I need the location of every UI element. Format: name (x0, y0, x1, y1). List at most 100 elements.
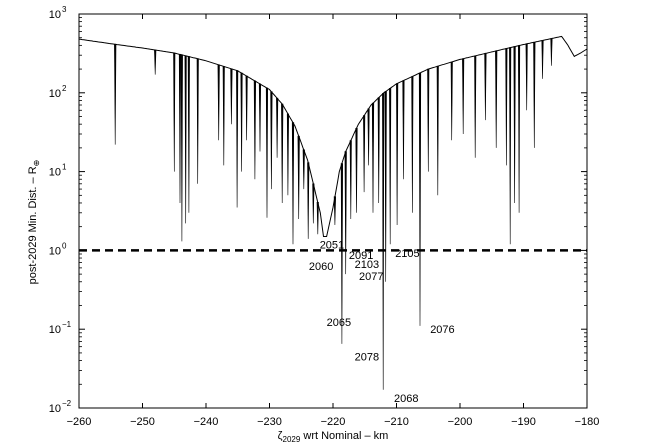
x-tick-label: −260 (67, 416, 92, 428)
dip-mark (196, 58, 199, 184)
envelope-line (78, 35, 588, 237)
x-axis-label-symbol: ζ (278, 430, 283, 442)
dip-mark (367, 108, 370, 166)
dip-mark (291, 122, 295, 245)
dip-mark (276, 97, 279, 158)
dip-mark (184, 55, 187, 224)
dip-mark (389, 88, 392, 245)
dip-mark (418, 72, 422, 326)
dip-mark (178, 54, 182, 204)
x-axis-label-sub: 2029 (283, 435, 301, 444)
annotation-label: 2065 (327, 317, 351, 329)
annotation-label: 2060 (309, 261, 333, 273)
dip-mark (402, 80, 405, 180)
annotation-label: 2105 (395, 248, 419, 260)
dip-mark (217, 64, 220, 141)
dip-mark (495, 50, 498, 148)
annotation-label: 2076 (430, 324, 454, 336)
dip-mark (550, 38, 553, 66)
y-tick-exponent: 2 (62, 84, 67, 93)
y-tick-label: 10 (49, 403, 61, 415)
dip-mark (114, 44, 117, 145)
dip-mark (462, 58, 465, 135)
dip-mark (349, 140, 352, 220)
dip-mark (396, 83, 399, 226)
dip-mark (173, 52, 176, 172)
dip-mark (363, 115, 366, 193)
annotation-label: 2051 (320, 240, 344, 252)
annotation-label: 2103 (355, 259, 379, 271)
y-axis-label-main: post-2029 Min. Dist. – R (27, 166, 39, 284)
dip-mark (258, 83, 262, 152)
dip-mark (236, 70, 239, 208)
dip-mark (377, 97, 380, 204)
dip-mark (230, 68, 233, 125)
dip-mark (541, 40, 544, 79)
dip-mark (245, 75, 248, 141)
y-tick-label: 10 (49, 245, 61, 257)
y-tick-exponent: 1 (62, 163, 67, 172)
dip-mark (344, 151, 347, 275)
dip-mark (517, 45, 521, 213)
y-tick-label: 10 (49, 324, 61, 336)
y-axis-label: post-2029 Min. Dist. – R⊕ (27, 160, 41, 285)
dip-mark (484, 53, 487, 121)
dip-mark (371, 102, 375, 213)
dip-mark (240, 72, 243, 172)
dip-mark (505, 48, 508, 166)
dip-mark (427, 68, 430, 172)
x-tick-label: −230 (257, 416, 282, 428)
dip-mark (307, 162, 310, 239)
annotation-label: 2077 (359, 271, 383, 283)
dip-mark (154, 49, 157, 75)
dip-mark (316, 202, 319, 235)
x-tick-label: −250 (130, 416, 155, 428)
x-tick-label: −210 (384, 416, 409, 428)
dip-mark (297, 135, 300, 220)
y-tick-exponent: 3 (62, 5, 67, 14)
dip-mark (222, 66, 225, 166)
dip-mark (355, 128, 358, 213)
dip-mark (384, 91, 387, 282)
y-tick-label: 10 (49, 88, 61, 100)
x-axis-label: ζ2029 wrt Nominal – km (278, 430, 389, 444)
dip-mark (180, 54, 183, 242)
y-axis-label-sub: ⊕ (32, 160, 41, 167)
dip-mark (302, 149, 305, 190)
y-tick-label: 10 (49, 167, 61, 179)
dip-mark (270, 91, 273, 190)
annotation-label: 2078 (355, 352, 379, 364)
dip-mark (253, 80, 257, 180)
dip-mark (265, 87, 269, 218)
dip-mark (533, 41, 536, 148)
x-tick-label: −200 (448, 416, 473, 428)
dip-mark (411, 76, 414, 213)
dip-mark (286, 113, 290, 196)
y-tick-exponent: −2 (62, 399, 72, 408)
dip-mark (382, 93, 385, 390)
dip-mark (525, 43, 528, 111)
x-axis-label-rest: wrt Nominal – km (300, 430, 388, 442)
annotation-label: 2091 (349, 250, 373, 262)
dip-mark (509, 47, 512, 245)
dip-mark (333, 196, 337, 226)
y-tick-exponent: 0 (62, 241, 67, 250)
dip-mark (187, 56, 190, 213)
dip-mark (513, 46, 516, 204)
dip-mark (312, 183, 315, 224)
dip-mark (474, 55, 477, 158)
y-tick-label: 10 (49, 9, 61, 21)
dip-mark (436, 65, 439, 196)
annotation-label: 2068 (394, 393, 418, 405)
dip-mark (281, 103, 284, 204)
dip-mark (450, 61, 453, 141)
x-tick-label: −240 (194, 416, 219, 428)
x-tick-label: −220 (321, 416, 346, 428)
x-tick-label: −180 (575, 416, 600, 428)
dip-mark (340, 163, 344, 344)
x-tick-label: −190 (511, 416, 536, 428)
y-tick-exponent: −1 (62, 320, 72, 329)
